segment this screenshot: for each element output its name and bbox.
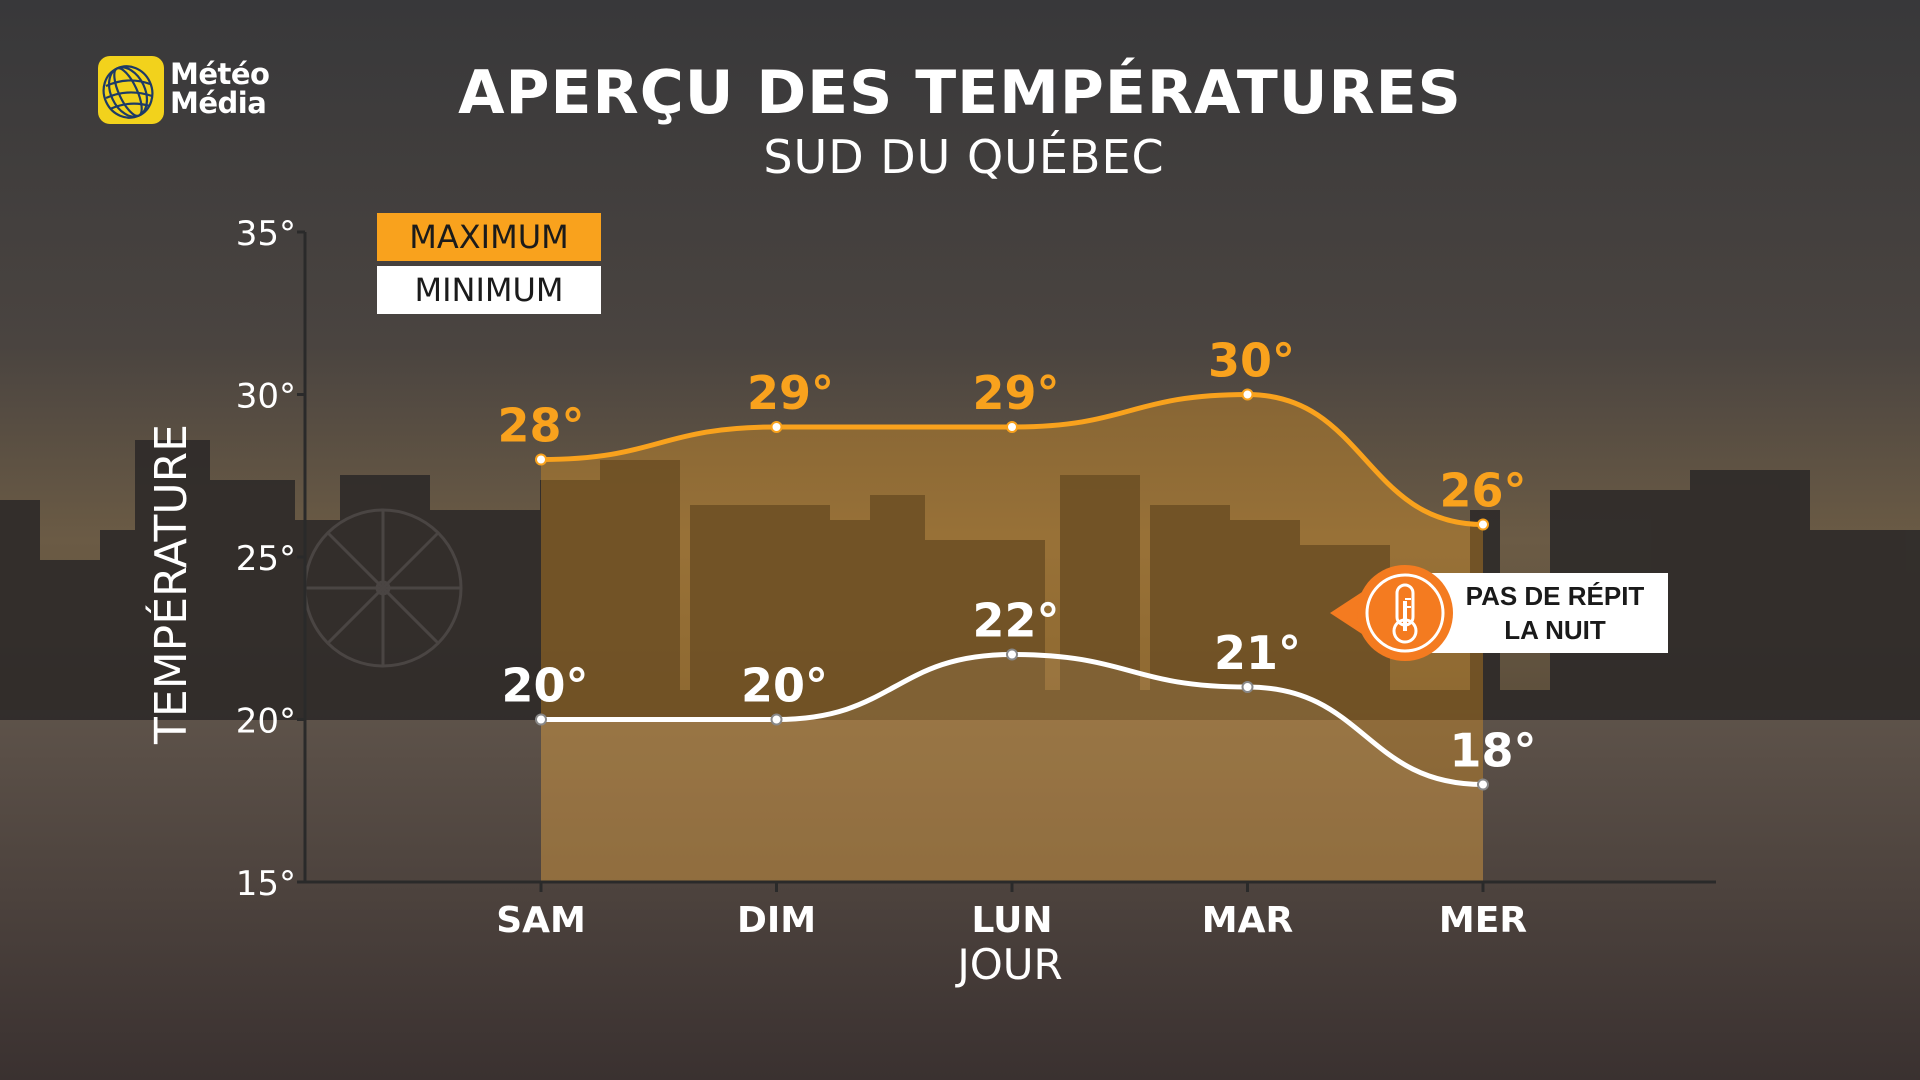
data-label-maximum: 26° [1439, 464, 1526, 518]
x-tick-label: MAR [1202, 900, 1293, 941]
globe-icon [98, 56, 164, 124]
data-point-maximum [770, 421, 783, 433]
background-water [0, 710, 1920, 1080]
data-label-maximum: 29° [972, 366, 1059, 420]
series-line-maximum [540, 391, 1484, 527]
x-axis-label: JOUR [957, 940, 1063, 989]
data-label-minimum: 20° [501, 659, 588, 713]
x-tick-label: LUN [971, 900, 1052, 941]
thermometer-icon [1330, 565, 1453, 661]
min-area-band [541, 654, 1483, 882]
chart-title: APERÇU DES TEMPÉRATURES [458, 58, 1462, 128]
y-tick-label: 35° [236, 214, 296, 254]
data-point-minimum [1241, 681, 1254, 693]
data-label-minimum: 22° [972, 594, 1059, 648]
data-point-minimum [535, 713, 547, 726]
callout-text: PAS DE RÉPIT LA NUIT [1450, 579, 1660, 647]
data-point-maximum [1006, 421, 1018, 433]
data-label-maximum: 29° [747, 366, 834, 420]
callout: PAS DE RÉPIT LA NUIT [1330, 565, 1670, 665]
data-label-maximum: 30° [1208, 334, 1295, 388]
chart-subtitle: SUD DU QUÉBEC [763, 130, 1165, 184]
data-point-maximum [1477, 518, 1489, 531]
x-tick-label: SAM [496, 900, 586, 941]
logo-line-1: Météo [170, 57, 270, 91]
data-point-maximum [535, 453, 547, 466]
data-point-minimum [770, 713, 783, 726]
callout-line-1: PAS DE RÉPIT [1465, 581, 1645, 611]
logo-wordmark: Météo Média [170, 57, 270, 120]
logo-line-2: Média [170, 86, 267, 120]
callout-box [1418, 573, 1668, 653]
callout-line-2: LA NUIT [1504, 615, 1606, 645]
max-area-band [541, 394, 1483, 882]
legend-minimum: MINIMUM [377, 266, 601, 314]
y-axis-label: TEMPÉRATURE [146, 424, 197, 744]
y-tick-label: 25° [236, 539, 296, 579]
y-tick-label: 20° [236, 702, 296, 742]
plot-area: 15° 20° 25° 30° 35° SAM DIM LUN MAR MER 28° 29° 29° 3… [236, 214, 1716, 941]
y-tick-label: 15° [236, 864, 296, 904]
y-tick-label: 30° [236, 377, 296, 417]
data-point-minimum [1477, 778, 1489, 791]
x-tick-label: DIM [737, 900, 816, 941]
data-point-maximum [1241, 388, 1254, 401]
city-skyline [0, 440, 1920, 720]
data-label-minimum: 18° [1449, 724, 1536, 778]
legend-maximum: MAXIMUM [377, 213, 601, 261]
data-label-minimum: 20° [741, 659, 828, 713]
ferris-wheel [303, 508, 463, 668]
data-label-maximum: 28° [497, 399, 584, 453]
data-label-minimum: 21° [1214, 626, 1301, 680]
data-point-minimum [1006, 648, 1018, 661]
meteomedia-logo: Météo Média [98, 56, 298, 126]
x-tick-label: MER [1439, 900, 1527, 941]
